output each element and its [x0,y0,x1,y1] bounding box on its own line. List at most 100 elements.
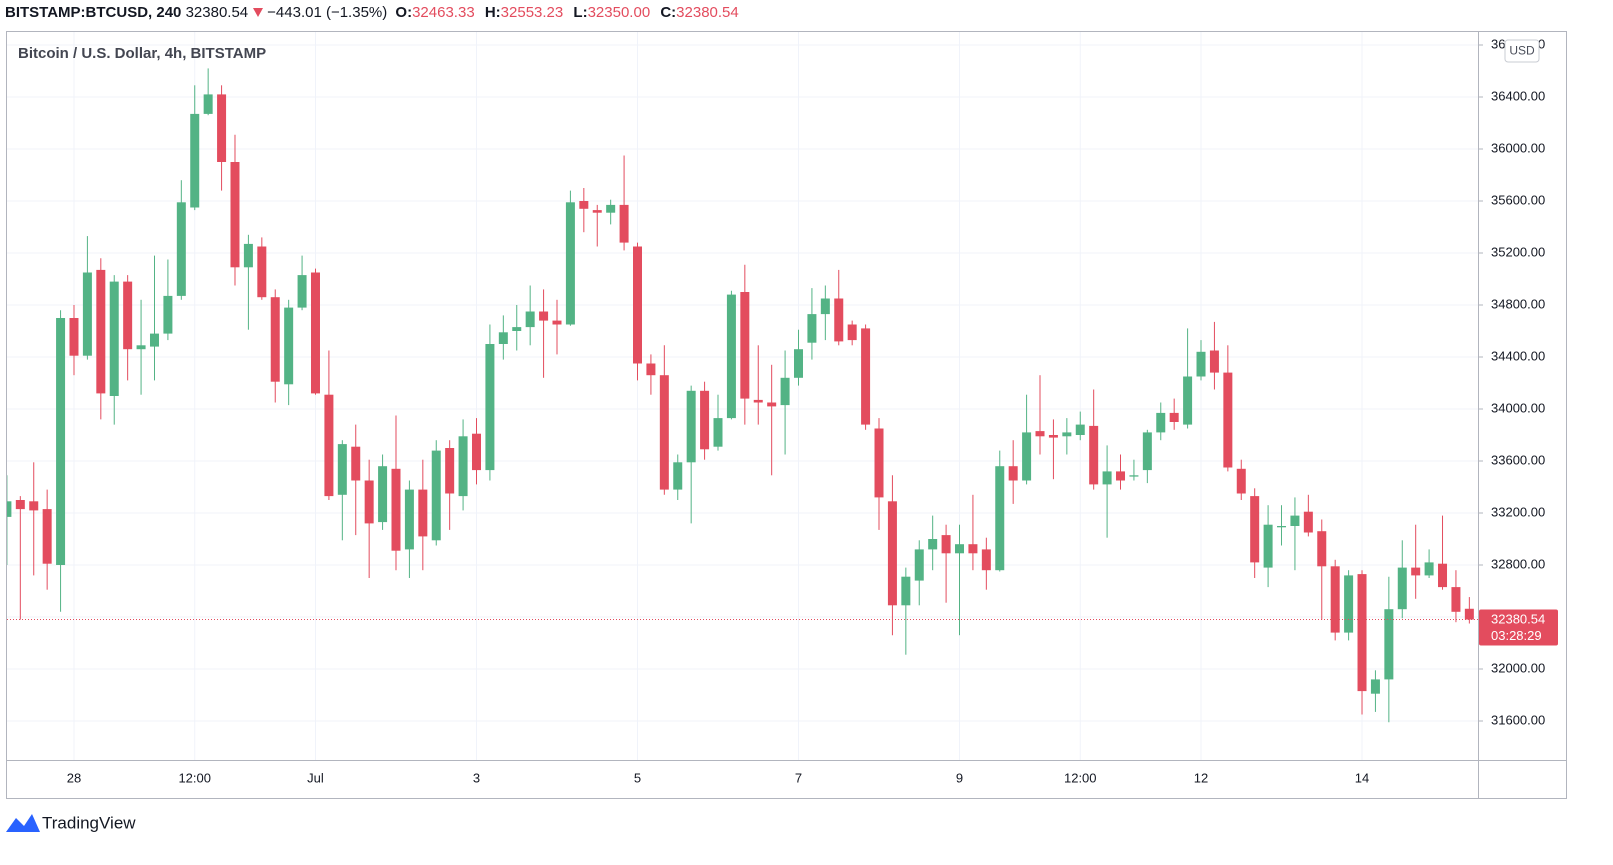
candle-body [686,390,696,463]
candle-body [190,113,200,208]
candle-body [1116,471,1126,481]
candle-body [1129,475,1139,477]
candle-body [1411,567,1421,576]
unit-badge[interactable]: USD [1504,39,1540,63]
candle-body [404,489,414,550]
last-price-label: 32380.54 [1491,611,1545,626]
candle-body [364,480,374,524]
candle-body [1317,531,1327,567]
x-tick-label: 9 [956,770,963,785]
candle-body [552,320,562,325]
x-tick-label: 14 [1355,770,1369,785]
candle-body [1438,563,1448,588]
candle-body [820,298,830,315]
open-label: O: [395,4,413,21]
candle-body [834,298,844,342]
candle-body [767,402,777,407]
candle-body [378,466,388,523]
candle-body [981,549,991,571]
candle-body [96,269,106,394]
candle-body [230,162,240,268]
candle-body [418,489,428,537]
candle-body [713,418,723,447]
close-label: C: [660,4,677,21]
candle-body [632,246,642,364]
countdown-label: 03:28:29 [1491,628,1542,643]
candle-body [324,394,334,497]
unit-badge-box [1504,39,1540,63]
candle-body [606,204,616,213]
y-tick-label: 33600.00 [1491,452,1545,467]
candle-body [1035,431,1045,437]
candle-body [1303,511,1313,533]
candle-body [1008,466,1018,481]
x-tick-label: 5 [634,770,641,785]
y-tick-label: 31600.00 [1491,712,1545,727]
candle-body [700,390,710,450]
candle-body [579,201,589,209]
candle-body [498,332,508,344]
candle-body [176,202,186,296]
candle-body [995,466,1005,571]
candle-body [807,314,817,343]
close-value: 32380.54 [676,4,739,21]
price-change: −443.01 (−1.35%) [267,4,388,21]
candle-body [539,311,549,321]
candle-body [1062,432,1072,437]
plot [7,68,1478,723]
x-tick-label: 3 [473,770,480,785]
symbol-header: BITSTAMP:BTCUSD, 240 32380.54 −443.01 (−1… [5,4,745,21]
candle-body [525,311,535,328]
candle-body [56,318,66,565]
candle-body [780,377,790,406]
candle-body [109,281,119,396]
candle-body [726,294,736,419]
candle-body [391,468,401,551]
candle-body [1142,432,1152,471]
candle-body [1424,562,1434,576]
candle-body [1397,567,1407,610]
candle-body [673,462,683,490]
x-tick-label: 7 [795,770,802,785]
x-tick-label: Jul [307,770,324,785]
y-tick-label: 36400.00 [1491,88,1545,103]
candle-body [15,500,25,510]
candle-body [1209,350,1219,373]
candle-body [887,501,897,606]
x-tick-label: 12:00 [178,770,211,785]
candle-body [847,324,857,341]
candle-body [928,539,938,550]
candle-body [123,281,133,350]
candle-body [1048,435,1058,438]
candle-body [592,210,602,213]
x-tick-label: 12:00 [1064,770,1097,785]
candle-body [968,544,978,554]
candle-body [445,448,455,494]
down-arrow [253,8,264,17]
candle-body [136,345,146,350]
candle-body [69,318,79,356]
candle-body [471,433,481,471]
candle-body [901,576,911,606]
candle-body [7,501,12,517]
candle-body [1384,609,1394,680]
candle-body [485,344,495,471]
candle-body [458,436,468,497]
candle-body [270,297,280,382]
candle-body [1451,587,1461,612]
candle-body [1156,412,1166,433]
candle-body [1277,526,1287,528]
candle-body [29,501,39,511]
candle-body [753,399,763,403]
last-price: 32380.54 [185,4,249,21]
brand-logo[interactable]: TradingView [6,813,136,832]
candle-body [1075,424,1085,435]
candle-body [1263,524,1273,568]
x-tick-label: 12 [1194,770,1208,785]
y-tick-label: 35600.00 [1491,192,1545,207]
candle-body [1370,679,1380,694]
candle-body [1223,372,1233,468]
candle-body [1089,425,1099,485]
